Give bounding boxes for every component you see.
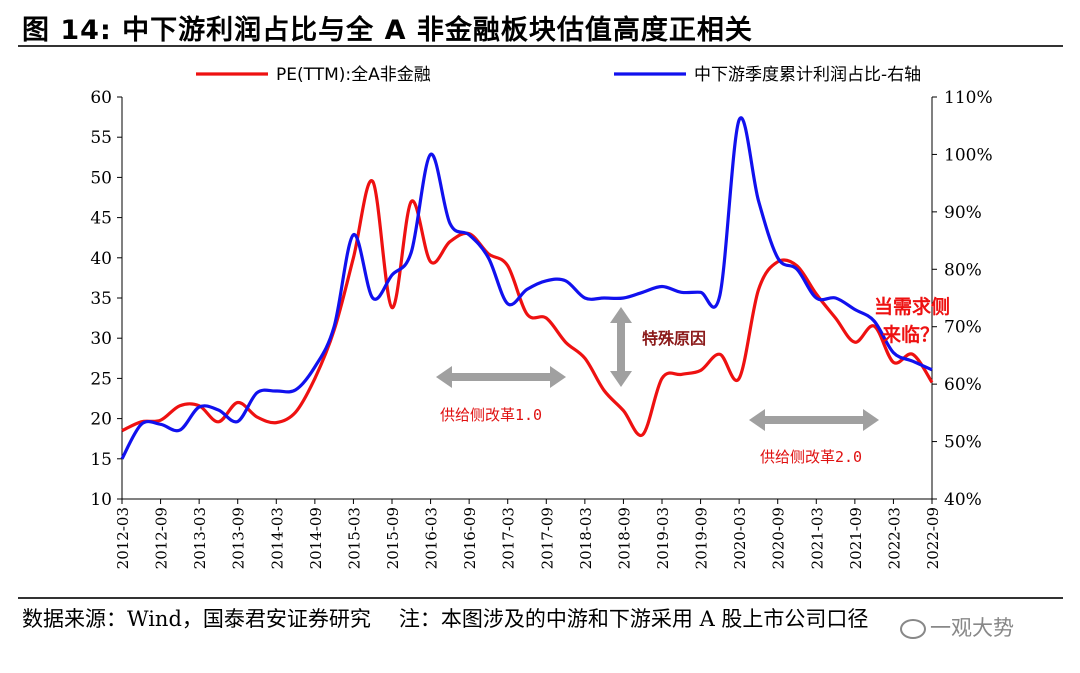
left-tick-label: 20	[90, 410, 112, 430]
arrow-shaft	[617, 321, 625, 373]
x-tick-label: 2012-09	[153, 507, 171, 569]
arrow-shaft	[450, 373, 552, 381]
arrow-head-right	[863, 409, 879, 431]
title-underline	[18, 45, 1063, 47]
x-tick-label: 2020-03	[731, 507, 749, 569]
right-tick-label: 110%	[944, 88, 993, 108]
source-line: 数据来源：Wind，国泰君安证券研究 注：本图涉及的中游和下游采用 A 股上市公司…	[22, 603, 868, 633]
right-tick-label: 80%	[944, 260, 982, 280]
x-tick-label: 2022-09	[924, 507, 942, 569]
left-tick-label: 45	[90, 209, 112, 229]
arrow-head-left	[436, 366, 452, 388]
x-tick-label: 2018-09	[615, 507, 633, 569]
demand-label-1: 当需求侧	[874, 295, 950, 318]
left-tick-label: 30	[90, 329, 112, 349]
left-tick-label: 15	[90, 450, 112, 470]
x-tick-label: 2017-03	[500, 507, 518, 569]
arrow-head-right	[550, 366, 566, 388]
x-tick-label: 2020-09	[770, 507, 788, 569]
x-tick-label: 2016-09	[461, 507, 479, 569]
wechat-icon	[900, 619, 926, 639]
x-tick-label: 2013-09	[230, 507, 248, 569]
ticks: 10 15 20 25 30 35 40 45 50 55 60 40% 50% 60% 70% 80% 90%…	[90, 88, 992, 569]
x-tick-label: 2014-09	[307, 507, 325, 569]
right-tick-label: 90%	[944, 203, 982, 223]
source-text: Wind，国泰君安证券研究	[127, 607, 371, 631]
watermark-text: 一观大势	[930, 616, 1014, 640]
arrow-head-down	[610, 371, 632, 387]
special-label: 特殊原因	[642, 329, 706, 348]
right-tick-label: 70%	[944, 318, 982, 338]
right-tick-label: 60%	[944, 375, 982, 395]
chart: 10 15 20 25 30 35 40 45 50 55 60 40% 50% 60% 70% 80% 90%…	[90, 65, 992, 569]
x-tick-label: 2015-09	[384, 507, 402, 569]
left-tick-label: 55	[90, 128, 112, 148]
x-tick-label: 2013-03	[191, 507, 209, 569]
watermark: 一观大势	[900, 612, 1014, 642]
reform1-arrow	[436, 366, 566, 388]
legend-label: 中下游季度累计利润占比-右轴	[694, 65, 921, 85]
x-tick-label: 2018-03	[577, 507, 595, 569]
x-tick-label: 2012-03	[114, 507, 132, 569]
reform2-label: 供给侧改革2.0	[760, 448, 862, 466]
footer-rule	[18, 597, 1063, 599]
legend: PE(TTM):全A非金融 中下游季度累计利润占比-右轴	[196, 65, 921, 85]
x-tick-label: 2017-09	[538, 507, 556, 569]
note-prefix: 注：	[398, 607, 441, 631]
left-tick-label: 10	[90, 490, 112, 510]
note-text: 本图涉及的中游和下游采用 A 股上市公司口径	[440, 607, 869, 631]
arrow-shaft	[763, 416, 865, 424]
axes	[121, 97, 933, 500]
profit-share-line	[120, 116, 933, 460]
right-tick-label: 40%	[944, 490, 982, 510]
left-tick-label: 60	[90, 88, 112, 108]
right-tick-label: 50%	[944, 433, 982, 453]
figure-title: 图 14: 中下游利润占比与全 A 非金融板块估值高度正相关	[22, 15, 753, 46]
right-tick-label: 100%	[944, 145, 993, 165]
left-tick-label: 50	[90, 168, 112, 188]
x-tick-label: 2016-03	[423, 507, 441, 569]
arrow-head-left	[749, 409, 765, 431]
x-tick-label: 2015-03	[345, 507, 363, 569]
x-tick-label: 2022-03	[885, 507, 903, 569]
x-tick-label: 2019-09	[693, 507, 711, 569]
demand-label-2: 来临？	[882, 323, 939, 346]
legend-label: PE(TTM):全A非金融	[276, 65, 431, 85]
reform1-label: 供给侧改革1.0	[440, 406, 542, 424]
left-tick-label: 35	[90, 289, 112, 309]
arrow-head-up	[610, 307, 632, 323]
source-prefix: 数据来源：	[22, 607, 127, 631]
pe-line	[121, 179, 934, 438]
reform2-arrow	[749, 409, 879, 431]
special-arrow	[610, 307, 632, 387]
x-tick-label: 2021-03	[808, 507, 826, 569]
x-tick-label: 2019-03	[654, 507, 672, 569]
x-tick-label: 2014-03	[268, 507, 286, 569]
left-tick-label: 40	[90, 249, 112, 269]
series-layer	[120, 116, 934, 460]
left-tick-label: 25	[90, 369, 112, 389]
x-tick-label: 2021-09	[847, 507, 865, 569]
